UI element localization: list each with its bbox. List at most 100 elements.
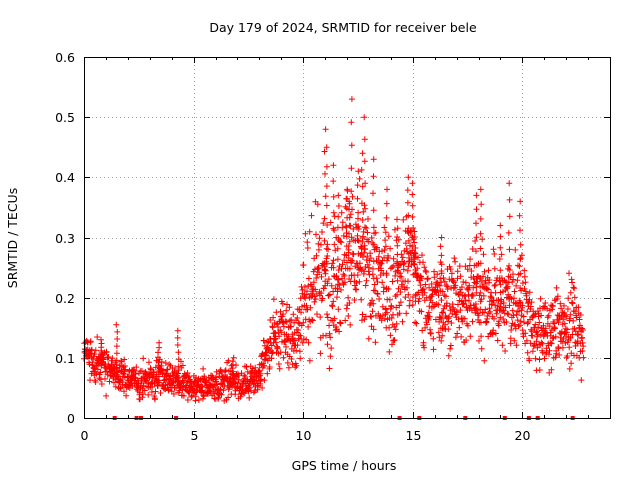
data-point	[470, 292, 476, 299]
data-point	[321, 237, 328, 244]
data-point	[374, 244, 380, 251]
data-point	[524, 320, 531, 327]
data-point	[225, 394, 232, 401]
data-point	[353, 279, 360, 286]
data-point	[492, 330, 499, 337]
data-points	[81, 96, 587, 420]
data-point	[473, 220, 479, 227]
data-point	[421, 264, 428, 271]
data-point	[481, 309, 487, 316]
data-point	[424, 321, 430, 328]
data-point	[294, 342, 301, 349]
data-point	[464, 266, 471, 273]
data-point	[409, 191, 416, 198]
data-point	[405, 291, 412, 298]
data-point	[360, 233, 366, 240]
data-point	[275, 324, 282, 330]
data-point	[370, 173, 377, 180]
data-point	[200, 365, 207, 372]
data-point	[535, 324, 542, 331]
data-point	[98, 381, 105, 387]
data-point	[488, 301, 495, 308]
data-point	[491, 315, 497, 322]
data-point	[546, 369, 553, 376]
data-point	[481, 268, 488, 275]
data-point	[314, 311, 320, 318]
data-point	[511, 337, 518, 344]
data-point	[323, 144, 330, 151]
y-tick-label: 0.2	[55, 291, 75, 306]
data-point	[409, 213, 416, 220]
data-point	[102, 375, 108, 382]
data-point	[318, 273, 325, 280]
data-point	[394, 260, 400, 267]
data-point	[369, 271, 376, 278]
data-point	[312, 296, 319, 303]
data-point	[435, 301, 442, 308]
data-point	[457, 289, 464, 296]
data-point	[136, 389, 143, 396]
data-point	[353, 286, 360, 293]
data-point	[482, 306, 489, 313]
data-point	[346, 198, 353, 205]
data-point	[114, 328, 121, 335]
data-point	[486, 277, 493, 283]
data-point	[346, 214, 353, 221]
data-point	[175, 363, 182, 370]
data-point	[477, 245, 484, 252]
data-point	[405, 237, 412, 244]
data-point	[195, 397, 202, 403]
data-point	[405, 263, 412, 270]
data-point	[259, 350, 266, 357]
data-point	[469, 318, 476, 325]
data-point	[94, 366, 101, 373]
data-point	[448, 270, 455, 277]
data-point	[139, 391, 146, 398]
data-point	[401, 259, 408, 266]
data-point	[383, 286, 390, 293]
data-point	[355, 223, 362, 230]
data-point	[275, 361, 282, 367]
data-point	[400, 216, 407, 223]
data-point	[152, 396, 158, 403]
data-point	[192, 393, 199, 400]
data-point	[414, 272, 421, 279]
data-point	[183, 382, 190, 389]
data-point	[334, 256, 341, 263]
data-point	[410, 225, 417, 231]
data-point	[479, 236, 486, 243]
data-point	[370, 190, 376, 197]
data-point	[259, 384, 266, 391]
data-point	[175, 349, 182, 356]
data-point	[528, 299, 535, 306]
data-point	[324, 341, 331, 348]
data-point	[302, 230, 309, 237]
data-point	[461, 315, 468, 322]
data-point	[437, 243, 444, 250]
data-point	[385, 255, 392, 261]
data-point	[406, 302, 413, 309]
data-point	[145, 391, 152, 398]
data-point	[304, 239, 311, 246]
data-point	[361, 136, 368, 143]
data-point	[477, 215, 484, 222]
data-point	[457, 273, 464, 280]
data-point	[355, 209, 362, 216]
data-point	[467, 256, 474, 263]
data-point	[370, 258, 377, 265]
data-point	[269, 350, 275, 357]
data-point	[399, 254, 406, 261]
data-point	[507, 335, 514, 342]
data-point	[552, 325, 558, 332]
data-point	[515, 323, 522, 330]
data-point	[176, 387, 183, 394]
data-point	[561, 309, 568, 316]
data-point	[112, 383, 119, 390]
data-point	[509, 307, 516, 314]
data-point	[264, 370, 271, 377]
data-point	[296, 348, 303, 355]
data-point	[346, 206, 352, 213]
data-point	[283, 318, 290, 325]
data-point	[443, 300, 450, 307]
data-point	[411, 234, 418, 240]
